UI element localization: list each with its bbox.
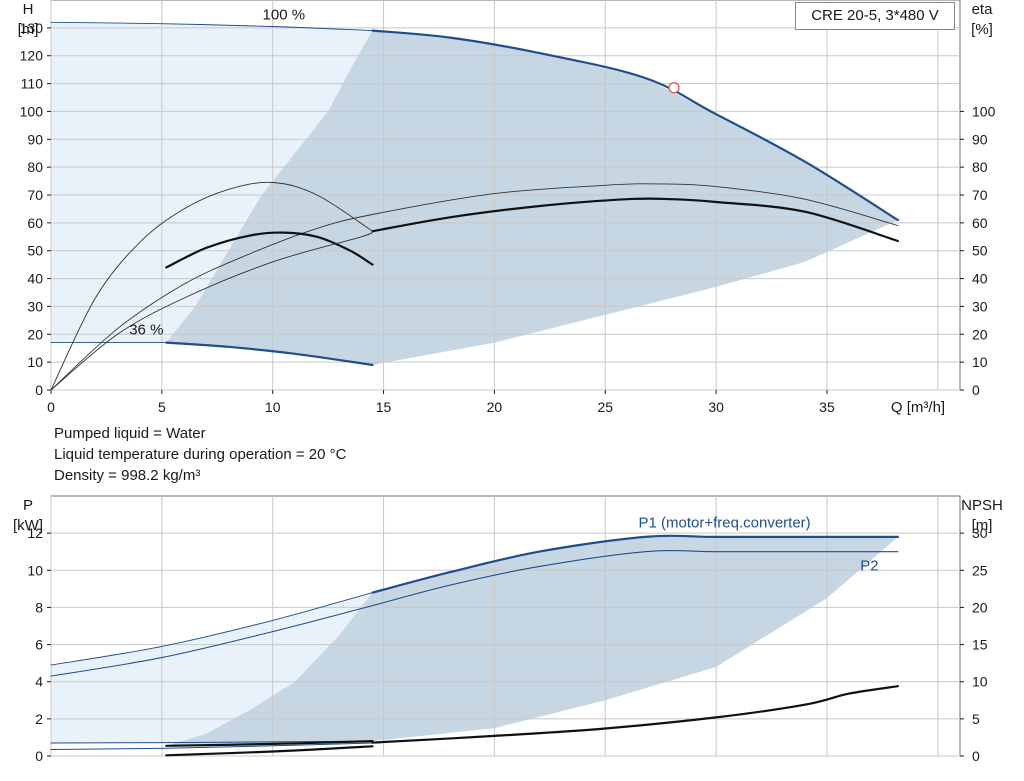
power-curve-p1-thin — [50, 592, 373, 666]
head-y2-tick-label: 90 — [972, 131, 988, 147]
head-curve-eta100-thin — [50, 183, 899, 391]
head-y2-tick-label: 10 — [972, 354, 988, 370]
head-y-tick-label: 40 — [27, 271, 43, 287]
head-x-tick-label: 25 — [597, 399, 613, 415]
head-y-tick-label: 120 — [20, 48, 44, 64]
head-y-tick-label: 60 — [27, 215, 43, 231]
power-y-tick-label: 10 — [27, 562, 43, 578]
power-y-tick-label: 12 — [27, 525, 43, 541]
power-y2-tick-label: 25 — [972, 562, 988, 578]
power-y2-tick-label: 0 — [972, 748, 980, 764]
head-curve-label-0: 100 % — [263, 7, 306, 24]
power-y-tick-label: 8 — [35, 599, 43, 615]
head-y-tick-label: 130 — [20, 20, 44, 36]
head-y-tick-label: 90 — [27, 131, 43, 147]
power-y2-tick-label: 5 — [972, 711, 980, 727]
info-pumped-liquid: Pumped liquid = Water — [54, 425, 206, 442]
power-y2-tick-label: 15 — [972, 637, 988, 653]
head-curve-h100 — [371, 29, 899, 222]
head-curve-h36 — [165, 341, 374, 366]
head-curve-eta36-thin — [50, 181, 373, 391]
head-duty-point-marker — [668, 82, 680, 94]
power-curve-label-0: P1 (motor+freq.converter) — [639, 515, 811, 532]
head-y2-tick-label: 20 — [972, 326, 988, 342]
power-curve-label-1: P2 — [860, 557, 878, 574]
head-y2-tick-label: 70 — [972, 187, 988, 203]
head-y-axis-title: H — [23, 1, 34, 18]
power-y2-tick-label: 30 — [972, 525, 988, 541]
head-x-tick-label: 35 — [819, 399, 835, 415]
info-liquid-temperature: Liquid temperature during operation = 20… — [54, 446, 347, 463]
power-y-axis-unit: [kW] — [13, 517, 43, 534]
power-curve-npsh — [371, 685, 899, 744]
head-x-tick-label: 20 — [487, 399, 503, 415]
power-y-tick-label: 4 — [35, 674, 43, 690]
head-y2-tick-label: 60 — [972, 215, 988, 231]
head-y-tick-label: 80 — [27, 159, 43, 175]
power-curve-p-low-thin2 — [50, 742, 373, 750]
head-curve-eta100 — [371, 197, 899, 243]
head-curve-eta36 — [165, 231, 374, 269]
head-y2-tick-label: 40 — [972, 271, 988, 287]
power-y2-axis-unit: [m] — [972, 517, 993, 534]
info-density: Density = 998.2 kg/m³ — [54, 467, 201, 484]
head-y-tick-label: 110 — [21, 76, 44, 92]
power-curve-npsh-low — [165, 745, 374, 757]
power-y-tick-label: 6 — [35, 637, 43, 653]
head-curve-label-1: 36 % — [129, 321, 163, 338]
head-y2-tick-label: 50 — [972, 243, 988, 259]
pump-model-label: CRE 20-5, 3*480 V — [795, 2, 955, 30]
head-x-tick-label: 10 — [265, 399, 281, 415]
head-y-tick-label: 30 — [27, 298, 43, 314]
power-y2-tick-label: 20 — [972, 599, 988, 615]
power-curve-p2 — [50, 550, 899, 677]
head-x-tick-label: 5 — [158, 399, 166, 415]
head-x-tick-label: 0 — [47, 399, 55, 415]
power-operating-area-fill — [166, 536, 898, 746]
power-curve-p1 — [371, 534, 899, 594]
head-curve-h100-thin — [50, 21, 373, 32]
head-y2-tick-label: 80 — [972, 159, 988, 175]
power-y2-axis-title: NPSH — [961, 497, 1003, 514]
head-x-axis-title: Q [m³/h] — [891, 399, 945, 416]
head-y-tick-label: 100 — [20, 103, 44, 119]
head-y2-axis-unit: [%] — [971, 21, 993, 38]
head-y2-tick-label: 100 — [972, 103, 996, 119]
head-y-tick-label: 0 — [35, 382, 43, 398]
head-y-tick-label: 50 — [27, 243, 43, 259]
power-curve-p36 — [165, 740, 374, 747]
power-y-tick-label: 0 — [35, 748, 43, 764]
head-y-tick-label: 10 — [27, 354, 43, 370]
head-x-tick-label: 30 — [708, 399, 724, 415]
head-y2-axis-title: eta — [972, 1, 994, 18]
head-y-tick-label: 70 — [27, 187, 43, 203]
power-y-tick-label: 2 — [35, 711, 43, 727]
head-curve-eta-thin-low — [50, 230, 373, 391]
head-x-tick-label: 15 — [376, 399, 392, 415]
head-y2-tick-label: 30 — [972, 298, 988, 314]
head-y-tick-label: 20 — [27, 326, 43, 342]
power-y2-tick-label: 10 — [972, 674, 988, 690]
power-y-axis-title: P — [23, 497, 33, 514]
head-y2-tick-label: 0 — [972, 382, 980, 398]
head-y-axis-unit: [m] — [18, 21, 39, 38]
